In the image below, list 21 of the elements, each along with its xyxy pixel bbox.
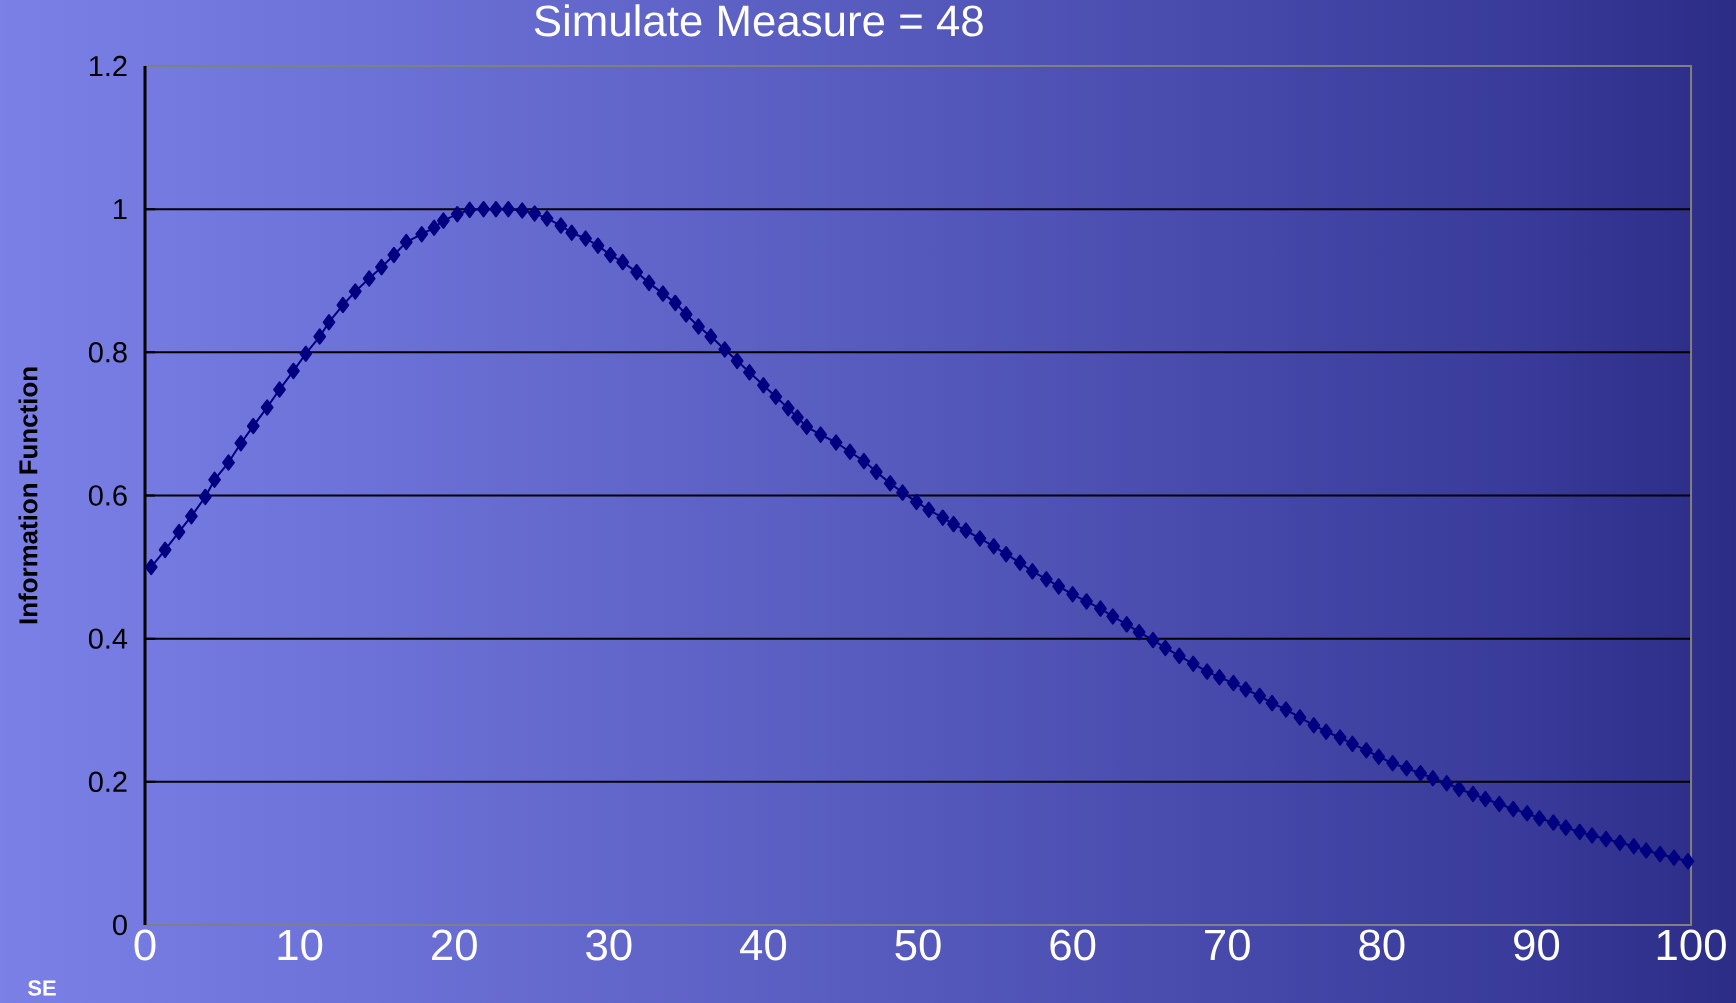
y-tick-label: 0.6 (88, 485, 127, 506)
y-tick-label: 0 (113, 914, 127, 936)
y-axis-title: Information Function (18, 367, 38, 624)
y-tick-label: 0.4 (88, 628, 128, 649)
x-tick-label: 0 (134, 929, 156, 961)
x-tick-label: 40 (740, 929, 787, 961)
y-tick-label: 0.2 (88, 771, 127, 793)
x-tick-label: 50 (895, 929, 941, 961)
y-tick-label: 1.2 (89, 55, 127, 77)
y-tick-label: 1 (114, 199, 127, 220)
x-tick-label: 30 (586, 929, 632, 961)
x-tick-label: 60 (1050, 929, 1096, 961)
y-tick-label: 0.8 (88, 342, 127, 363)
x-tick-label: 70 (1205, 929, 1250, 961)
x-tick-label: 20 (432, 929, 477, 961)
chart-title: Simulate Measure = 48 (534, 4, 983, 37)
x-tick-label: 100 (1657, 929, 1726, 961)
x-tick-label: 90 (1514, 929, 1560, 961)
x-tick-label: 80 (1359, 929, 1405, 961)
text: SE (28, 980, 56, 996)
x-tick-label: 10 (278, 929, 323, 961)
